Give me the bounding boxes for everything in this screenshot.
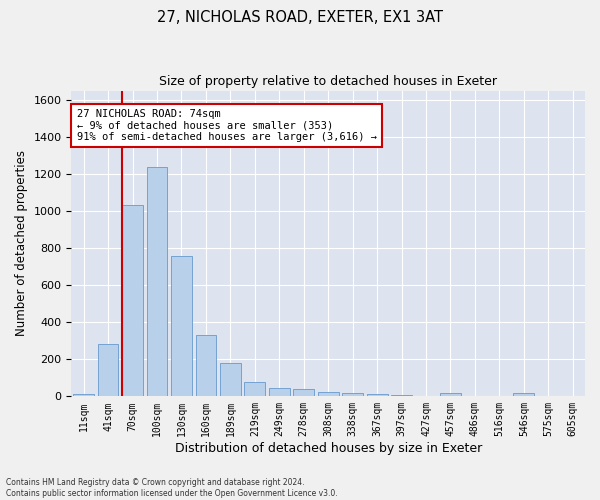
Bar xyxy=(269,388,290,396)
Bar xyxy=(367,394,388,396)
Bar xyxy=(98,344,118,397)
Bar xyxy=(122,204,143,396)
Bar xyxy=(244,382,265,396)
Bar xyxy=(73,394,94,396)
Y-axis label: Number of detached properties: Number of detached properties xyxy=(15,150,28,336)
Bar xyxy=(514,392,534,396)
Bar xyxy=(318,392,338,396)
Text: 27, NICHOLAS ROAD, EXETER, EX1 3AT: 27, NICHOLAS ROAD, EXETER, EX1 3AT xyxy=(157,10,443,25)
Bar xyxy=(171,256,192,396)
Bar xyxy=(146,168,167,396)
Bar xyxy=(342,393,363,396)
Bar xyxy=(196,335,217,396)
Bar xyxy=(440,392,461,396)
Bar xyxy=(293,390,314,396)
Text: 27 NICHOLAS ROAD: 74sqm
← 9% of detached houses are smaller (353)
91% of semi-de: 27 NICHOLAS ROAD: 74sqm ← 9% of detached… xyxy=(77,109,377,142)
Title: Size of property relative to detached houses in Exeter: Size of property relative to detached ho… xyxy=(159,75,497,88)
Bar xyxy=(220,363,241,396)
Text: Contains HM Land Registry data © Crown copyright and database right 2024.
Contai: Contains HM Land Registry data © Crown c… xyxy=(6,478,338,498)
X-axis label: Distribution of detached houses by size in Exeter: Distribution of detached houses by size … xyxy=(175,442,482,455)
